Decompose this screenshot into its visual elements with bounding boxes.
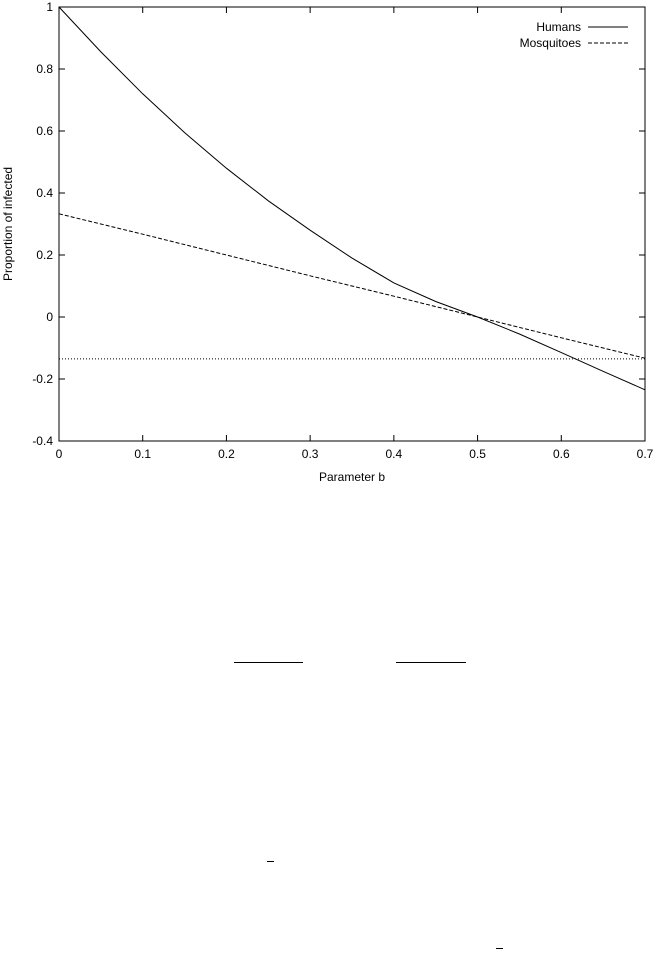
x-tick-label: 0.3 <box>302 447 319 461</box>
y-tick-label: -0.2 <box>32 372 53 386</box>
line-chart: 0 0.1 0.2 0.3 0.4 0.5 0.6 0.7 -0.4 -0.2 0 0.2 0.4 0.6… <box>1 0 654 484</box>
x-tick-label: 0 <box>56 447 63 461</box>
y-tick-label: 0.2 <box>36 248 53 262</box>
y-tick-label: 0.6 <box>36 124 53 138</box>
x-axis-label: Parameter b <box>319 470 385 484</box>
legend-label: Mosquitoes <box>520 36 581 50</box>
x-tick-label: 0.1 <box>134 447 151 461</box>
x-tick-label: 0.2 <box>218 447 235 461</box>
series-line-humans <box>58 6 646 391</box>
y-axis-label: Proportion of infected <box>1 167 15 281</box>
legend-label: Humans <box>536 20 581 34</box>
y-tick-label: 0 <box>46 310 53 324</box>
fraction-bar <box>234 662 303 663</box>
fraction-bar <box>396 662 466 663</box>
y-tick-label: -0.4 <box>32 434 53 448</box>
y-tick-label: 1 <box>46 0 53 14</box>
y-tick-label: 0.4 <box>36 186 53 200</box>
series-line-mosquitoes <box>58 213 646 359</box>
chart-svg: 0 0.1 0.2 0.3 0.4 0.5 0.6 0.7 -0.4 -0.2 0 0.2 0.4 0.6… <box>1 0 654 484</box>
y-tick-label: 0.8 <box>36 62 53 76</box>
x-tick-label: 0.4 <box>386 447 403 461</box>
overbar <box>496 948 503 949</box>
x-tick-label: 0.5 <box>469 447 486 461</box>
plot-frame <box>58 6 646 442</box>
x-tick-label: 0.6 <box>553 447 570 461</box>
x-tick-label: 0.7 <box>637 447 654 461</box>
overbar <box>267 861 274 862</box>
